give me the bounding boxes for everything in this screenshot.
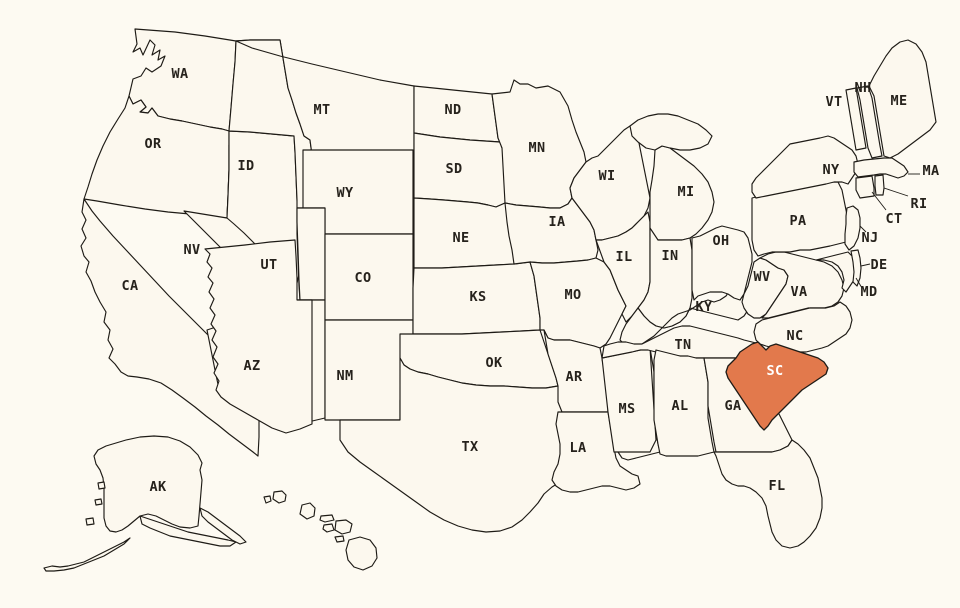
state-shape-VT[interactable] xyxy=(845,87,867,151)
state-shape-AK[interactable] xyxy=(93,435,203,533)
state-label-NC[interactable]: NC xyxy=(786,328,803,344)
leader-line-ri xyxy=(883,187,909,197)
hawaii-oahu[interactable] xyxy=(299,502,316,520)
state-label-CA[interactable]: CA xyxy=(121,278,138,294)
state-shape-OH[interactable] xyxy=(691,225,753,301)
state-labels-group: WA OR CA NV ID MT WY UT AZ CO NM ND SD NE KS OK TX MN IA MO… xyxy=(121,66,939,495)
state-label-IN[interactable]: IN xyxy=(661,248,678,264)
state-label-NY[interactable]: NY xyxy=(822,162,840,178)
state-shape-MD[interactable] xyxy=(815,251,857,293)
state-label-KS[interactable]: KS xyxy=(469,289,486,305)
state-label-LA[interactable]: LA xyxy=(569,440,586,456)
state-shape-CA[interactable] xyxy=(80,198,260,457)
state-shape-AL[interactable] xyxy=(653,349,715,457)
state-shape-OR[interactable] xyxy=(83,95,230,219)
leader-line-nj xyxy=(859,225,867,233)
state-label-AL[interactable]: AL xyxy=(671,398,688,414)
state-label-IA[interactable]: IA xyxy=(548,214,565,230)
state-label-OR[interactable]: OR xyxy=(144,136,162,152)
state-shape-NH[interactable] xyxy=(856,85,883,159)
state-label-NJ[interactable]: NJ xyxy=(861,230,878,246)
state-label-ME[interactable]: ME xyxy=(890,93,907,109)
state-label-CO[interactable]: CO xyxy=(354,270,371,286)
leader-line-ct xyxy=(871,191,887,211)
state-shape-MO[interactable] xyxy=(529,257,627,349)
state-label-OH[interactable]: OH xyxy=(712,233,729,249)
state-label-MA[interactable]: MA xyxy=(922,163,939,179)
leader-lines-group xyxy=(855,173,920,289)
state-shape-MA[interactable] xyxy=(853,157,909,179)
alaska-southeast[interactable] xyxy=(199,507,247,545)
state-label-NE[interactable]: NE xyxy=(452,230,469,246)
hawaii-maui[interactable] xyxy=(334,519,353,535)
state-label-CT[interactable]: CT xyxy=(885,211,902,227)
state-label-ND[interactable]: ND xyxy=(444,102,461,118)
state-label-MN[interactable]: MN xyxy=(528,140,545,156)
state-label-OK[interactable]: OK xyxy=(485,355,503,371)
state-shape-SC[interactable] xyxy=(725,341,829,431)
state-label-PA[interactable]: PA xyxy=(789,213,806,229)
state-label-GA[interactable]: GA xyxy=(724,398,741,414)
alaska-small-island-1[interactable] xyxy=(97,481,106,490)
state-label-TN[interactable]: TN xyxy=(674,337,691,353)
alaska-inset-group xyxy=(43,435,247,572)
aleutian-islands[interactable] xyxy=(43,537,131,572)
state-label-NM[interactable]: NM xyxy=(336,368,353,384)
state-label-UT[interactable]: UT xyxy=(260,257,277,273)
state-label-TX[interactable]: TX xyxy=(461,439,478,455)
hawaii-niihau[interactable] xyxy=(263,495,272,504)
alaska-small-island-3[interactable] xyxy=(94,498,103,506)
state-label-AZ[interactable]: AZ xyxy=(243,358,260,374)
state-label-WV[interactable]: WV xyxy=(753,269,770,285)
hawaii-lanai[interactable] xyxy=(322,523,335,533)
state-label-MS[interactable]: MS xyxy=(618,401,635,417)
state-label-FL[interactable]: FL xyxy=(768,478,785,494)
state-shape-MI-upper[interactable] xyxy=(629,113,713,151)
state-shape-RI[interactable] xyxy=(874,174,885,196)
hawaii-molokai[interactable] xyxy=(319,514,335,523)
state-shape-NY[interactable] xyxy=(751,135,859,199)
state-label-AK[interactable]: AK xyxy=(149,479,167,495)
leader-line-md xyxy=(855,277,863,289)
state-label-IL[interactable]: IL xyxy=(615,249,632,265)
state-shape-IA[interactable] xyxy=(504,197,599,265)
state-label-AR[interactable]: AR xyxy=(565,369,583,385)
state-label-WA[interactable]: WA xyxy=(171,66,188,82)
alaska-peninsula[interactable] xyxy=(139,515,237,547)
state-label-SC[interactable]: SC xyxy=(766,363,783,379)
state-shape-AZ-main[interactable] xyxy=(204,239,313,434)
hawaii-big-island[interactable] xyxy=(345,536,378,571)
state-label-MI[interactable]: MI xyxy=(677,184,694,200)
state-shape-NJ[interactable] xyxy=(844,205,861,251)
state-label-NV[interactable]: NV xyxy=(183,242,200,258)
state-label-NH[interactable]: NH xyxy=(854,80,871,96)
state-label-RI[interactable]: RI xyxy=(910,196,927,212)
state-label-MO[interactable]: MO xyxy=(564,287,581,303)
state-label-ID[interactable]: ID xyxy=(237,158,254,174)
hawaii-kauai[interactable] xyxy=(272,490,287,504)
state-label-WI[interactable]: WI xyxy=(598,168,615,184)
state-label-VA[interactable]: VA xyxy=(790,284,807,300)
state-shape-NC[interactable] xyxy=(753,301,853,353)
state-shape-ME[interactable] xyxy=(868,39,937,159)
hawaii-inset-group xyxy=(263,490,378,571)
hawaii-kahoolawe[interactable] xyxy=(334,535,345,543)
state-label-VT[interactable]: VT xyxy=(825,94,842,110)
contiguous-states-group xyxy=(80,28,937,549)
state-label-MT[interactable]: MT xyxy=(313,102,330,118)
state-shape-MI-lower[interactable] xyxy=(649,145,715,241)
state-shape-SD[interactable] xyxy=(413,132,513,208)
state-label-WY[interactable]: WY xyxy=(336,185,354,201)
state-label-SD[interactable]: SD xyxy=(445,161,462,177)
state-shape-FL[interactable] xyxy=(713,439,823,549)
state-shape-CT[interactable] xyxy=(855,175,875,199)
state-shape-UT-main[interactable] xyxy=(296,207,326,301)
alaska-small-island-2[interactable] xyxy=(85,517,95,526)
state-label-DE[interactable]: DE xyxy=(870,257,887,273)
state-label-KY[interactable]: KY xyxy=(695,299,713,315)
state-label-MD[interactable]: MD xyxy=(860,284,877,300)
leader-line-de xyxy=(860,263,871,267)
